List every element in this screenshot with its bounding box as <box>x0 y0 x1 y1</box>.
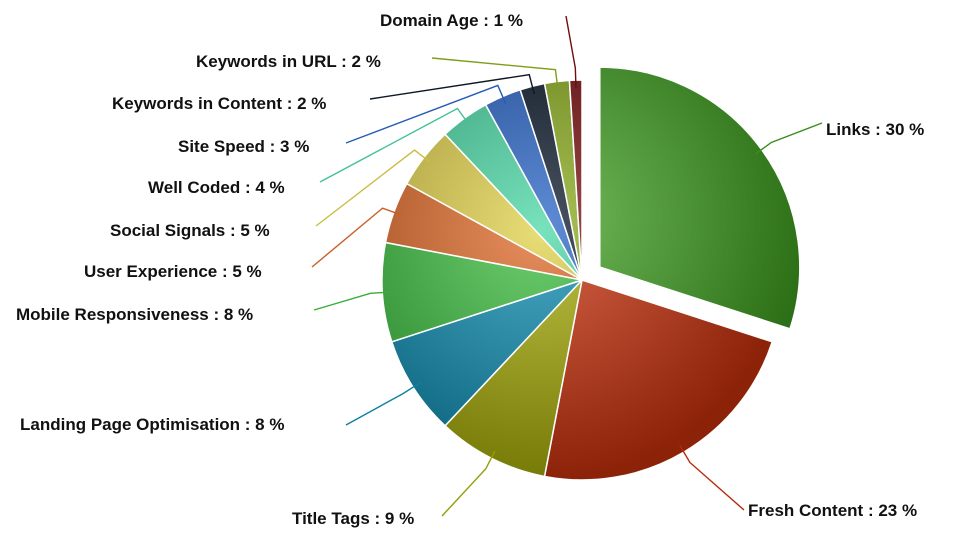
slice-labels: Links : 30 % Fresh Content : 23 % Title Ta… <box>16 11 924 528</box>
slice-label-landing-page-optimisation: Landing Page Optimisation : 8 % <box>20 415 284 434</box>
slice-label-keywords-in-url: Keywords in URL : 2 % <box>196 52 381 71</box>
slice-label-social-signals: Social Signals : 5 % <box>110 221 270 240</box>
leader-line-user-experience <box>311 207 402 268</box>
slice-label-user-experience: User Experience : 5 % <box>84 262 262 281</box>
slice-label-domain-age: Domain Age : 1 % <box>380 11 523 30</box>
leader-line-links <box>754 122 823 155</box>
slice-label-mobile-responsiveness: Mobile Responsiveness : 8 % <box>16 305 253 324</box>
pie-slices <box>381 66 801 481</box>
leader-line-domain-age <box>565 15 577 89</box>
leader-line-keywords-in-content <box>369 73 535 100</box>
leader-line-title-tags <box>441 450 496 517</box>
leader-line-well-coded <box>319 107 470 183</box>
slice-label-title-tags: Title Tags : 9 % <box>292 509 414 528</box>
pie-slice-links <box>599 66 801 330</box>
leader-line-fresh-content <box>679 444 745 511</box>
slice-label-keywords-in-content: Keywords in Content : 2 % <box>112 94 326 113</box>
leader-line-landing-page-optimisation <box>345 382 421 426</box>
leader-line-site-speed <box>345 84 507 144</box>
slice-label-site-speed: Site Speed : 3 % <box>178 137 309 156</box>
leader-line-keywords-in-url <box>431 57 559 90</box>
slice-label-well-coded: Well Coded : 4 % <box>148 178 285 197</box>
leader-line-social-signals <box>315 149 431 227</box>
leader-line-mobile-responsiveness <box>313 291 391 311</box>
leader-lines <box>311 15 823 517</box>
slice-label-links: Links : 30 % <box>826 120 924 139</box>
slice-label-fresh-content: Fresh Content : 23 % <box>748 501 917 520</box>
